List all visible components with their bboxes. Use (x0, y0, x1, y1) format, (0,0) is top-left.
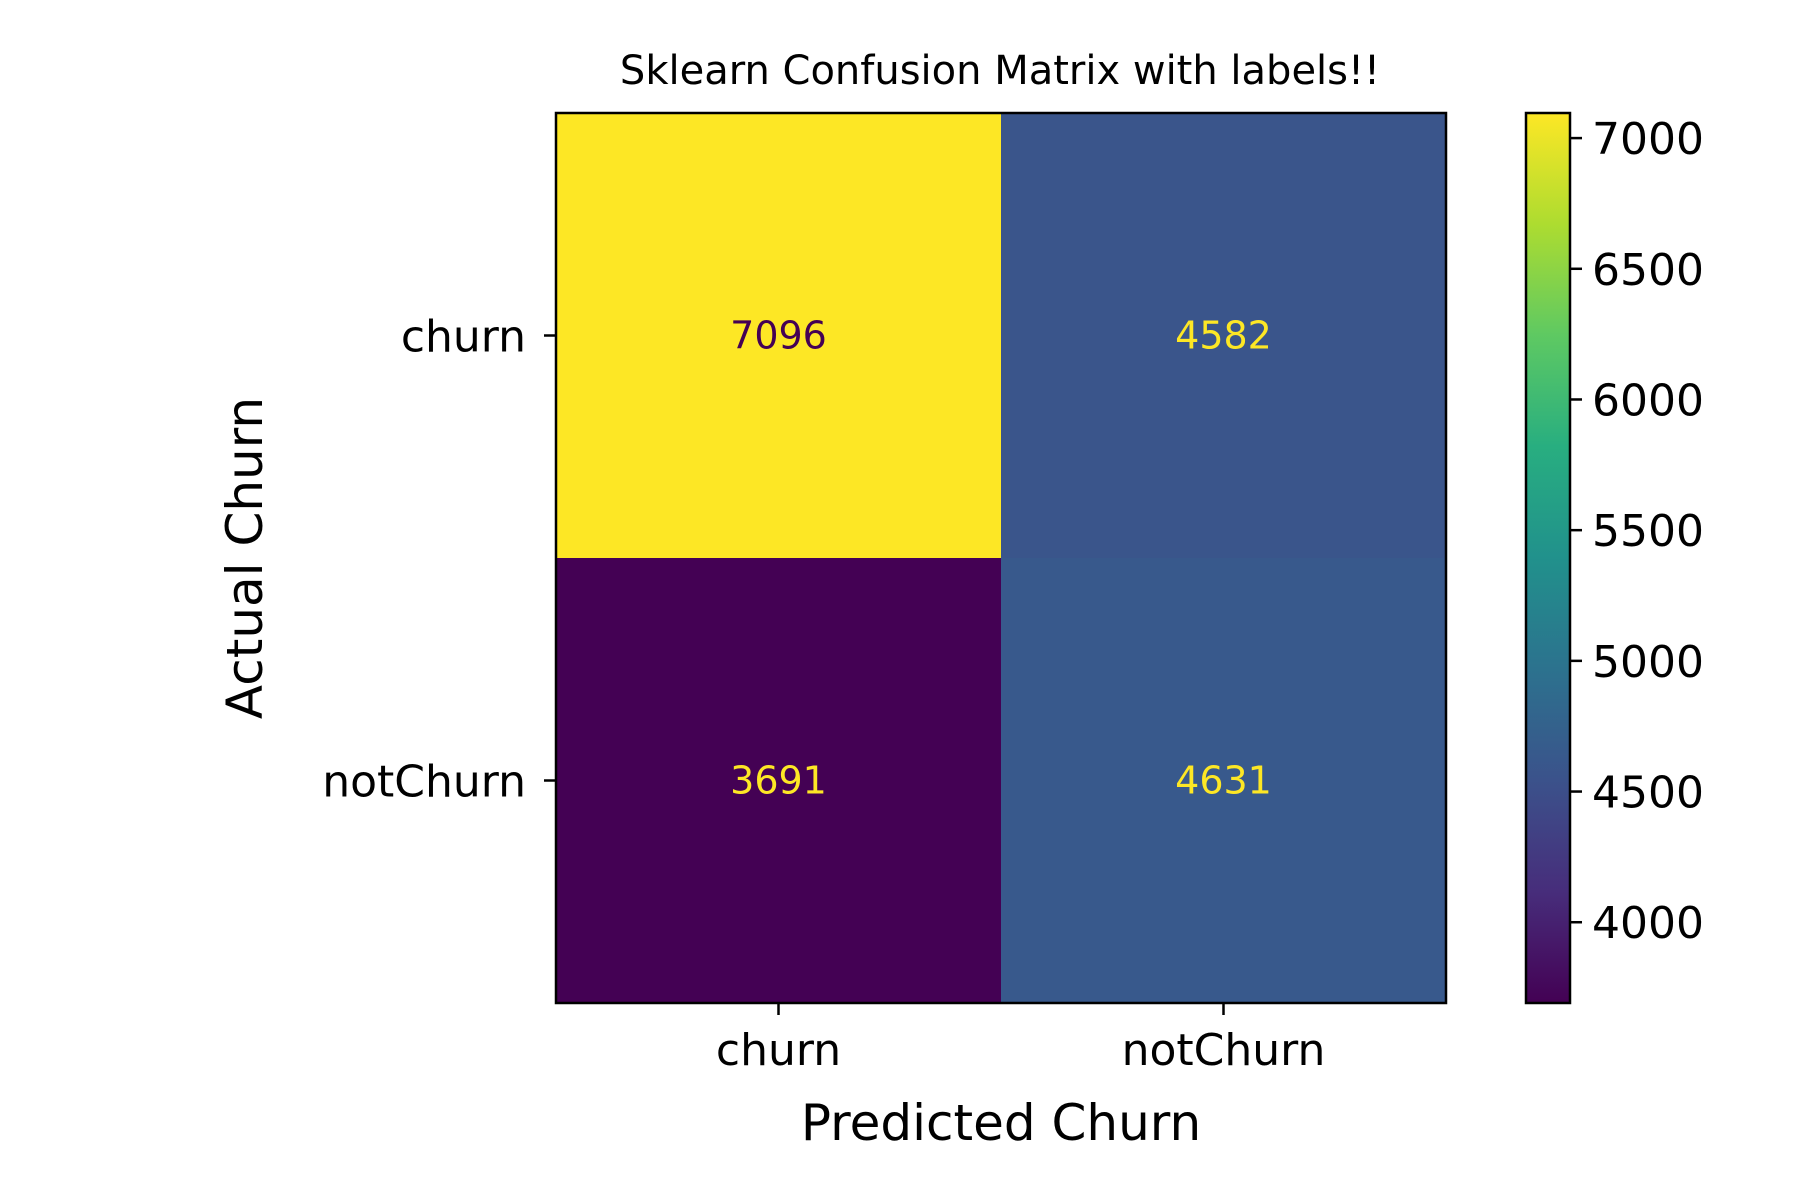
colorbar-tick-label-2: 5000 (1592, 637, 1704, 688)
colorbar-tick-label-1: 4500 (1592, 768, 1704, 819)
plot-frame (554, 111, 1448, 1005)
x-axis-ticks: churn notChurn (716, 1003, 1325, 1076)
colorbar-tick-label-6: 7000 (1592, 114, 1704, 165)
colorbar-tick-label-3: 5500 (1592, 506, 1704, 557)
y-tick-label-0: churn (401, 312, 526, 363)
x-axis-label: Predicted Churn (801, 1094, 1201, 1152)
y-axis-label: Actual Churn (216, 397, 274, 719)
cell-1-0 (556, 558, 1002, 1004)
colorbar-tick-label-4: 6000 (1592, 375, 1704, 426)
matrix-cells (556, 113, 1447, 1004)
y-tick-label-1: notChurn (322, 757, 526, 808)
cell-1-1 (1001, 558, 1447, 1004)
colorbar-tick-label-0: 4000 (1592, 898, 1704, 949)
cell-value-labels: 7096 4582 3691 4631 (730, 314, 1272, 803)
cell-label-1-1: 4631 (1175, 759, 1272, 803)
cell-label-0-1: 4582 (1175, 314, 1272, 358)
colorbar (1524, 111, 1572, 1005)
y-axis-ticks: churn notChurn (322, 312, 556, 808)
colorbar-tick-label-5: 6500 (1592, 245, 1704, 296)
colorbar-ticks: 4000 4500 5000 5500 6000 6500 7000 (1570, 114, 1704, 949)
cell-label-0-0: 7096 (730, 314, 827, 358)
chart-title: Sklearn Confusion Matrix with labels!! (620, 48, 1380, 94)
cell-0-0 (556, 113, 1002, 559)
cell-0-1 (1001, 113, 1447, 559)
cell-label-1-0: 3691 (730, 759, 827, 803)
x-tick-label-1: notChurn (1122, 1025, 1326, 1076)
x-tick-label-0: churn (716, 1025, 841, 1076)
